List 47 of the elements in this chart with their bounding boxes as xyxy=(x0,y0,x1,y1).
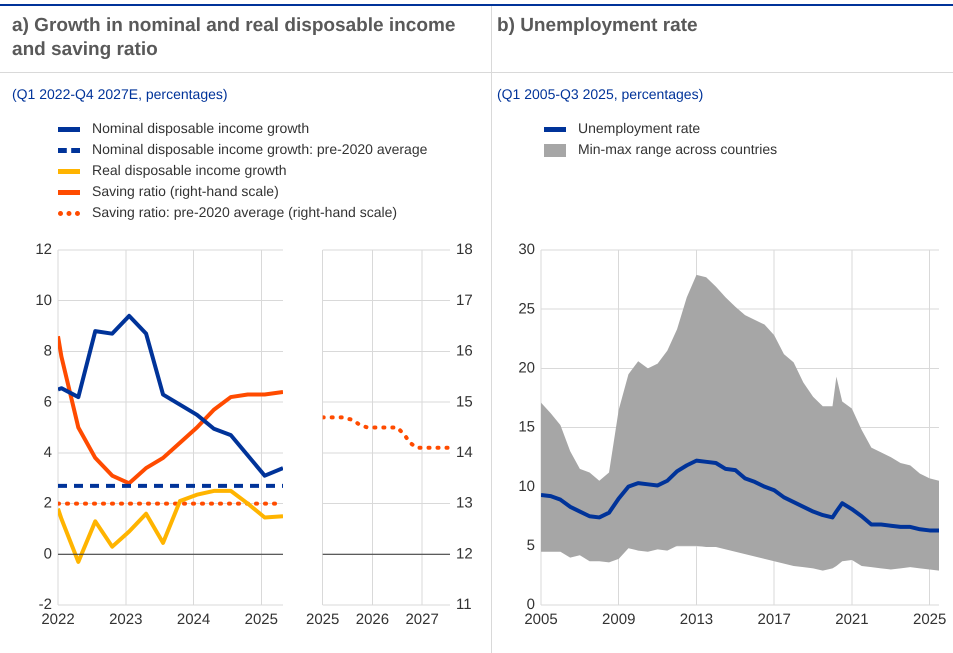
legend-label: Real disposable income growth xyxy=(92,162,287,178)
chart-subtitle: (Q1 2005-Q3 2025, percentages) xyxy=(497,86,704,102)
y2-tick-label: 14 xyxy=(456,444,473,461)
y-tick-label: 15 xyxy=(518,418,535,436)
x-tick-label: 2024 xyxy=(176,611,210,628)
x-tick-label: 2027 xyxy=(405,611,439,628)
y-tick-label: -2 xyxy=(38,596,52,614)
y2-tick-label: 17 xyxy=(456,292,473,309)
x-tick-label: 2017 xyxy=(758,611,791,628)
legend-label: Unemployment rate xyxy=(578,120,700,136)
y-tick-label: 10 xyxy=(35,292,52,309)
chart-title: a) Growth in nominal and real disposable income and saving ratio xyxy=(12,14,456,62)
x-tick-label: 2026 xyxy=(356,611,390,628)
legend-label: Saving ratio (right-hand scale) xyxy=(92,183,279,199)
y2-tick-label: 12 xyxy=(456,545,473,562)
legend-label: Saving ratio: pre-2020 average (right-hand scale) xyxy=(92,204,398,220)
y2-tick-label: 11 xyxy=(456,596,472,614)
y-tick-label: 0 xyxy=(526,596,535,614)
x-tick-label: 2009 xyxy=(602,611,636,628)
y-tick-label: 20 xyxy=(518,359,535,376)
y-tick-label: 25 xyxy=(518,300,535,318)
chart-title: b) Unemployment rate xyxy=(497,14,699,38)
legend-label: Nominal disposable income growth: pre-2020 average xyxy=(92,141,428,157)
y2-tick-label: 15 xyxy=(456,393,473,410)
y-tick-label: 0 xyxy=(44,545,52,562)
x-tick-label: 2022 xyxy=(41,611,75,628)
x-tick-label: 2013 xyxy=(680,611,714,628)
y-tick-label: 12 xyxy=(35,241,52,258)
x-tick-label: 2025 xyxy=(244,611,278,628)
legend-label: Nominal disposable income growth xyxy=(92,120,310,136)
y-tick-label: 4 xyxy=(44,444,52,461)
x-tick-label: 2005 xyxy=(524,611,558,628)
x-tick-label: 2025 xyxy=(306,611,340,628)
y-tick-label: 8 xyxy=(44,342,52,360)
y-tick-label: 10 xyxy=(518,478,535,495)
y2-tick-label: 16 xyxy=(456,342,473,360)
x-tick-label: 2023 xyxy=(109,611,142,628)
y-tick-label: 6 xyxy=(44,393,52,410)
y2-tick-label: 13 xyxy=(456,494,473,512)
text: Min-max range across countries xyxy=(578,141,778,157)
chart-subtitle: (Q1 2022-Q4 2027E, percentages) xyxy=(12,86,228,102)
y2-tick-label: 18 xyxy=(456,241,473,258)
x-tick-label: 2025 xyxy=(912,611,946,628)
y-tick-label: 2 xyxy=(44,494,52,512)
y-tick-label: 30 xyxy=(518,241,535,258)
y-tick-label: 5 xyxy=(526,536,535,554)
x-tick-label: 2021 xyxy=(835,611,869,628)
